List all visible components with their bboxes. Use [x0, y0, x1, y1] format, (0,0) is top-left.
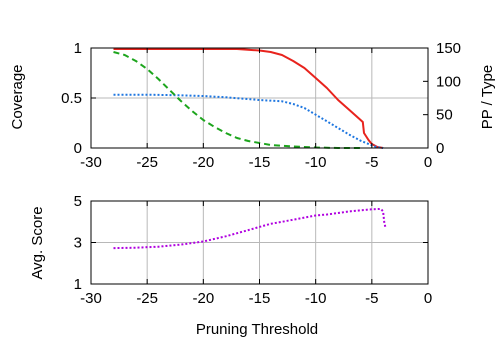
- x-tick-label: -5: [365, 290, 378, 307]
- y-tick-label: 1: [74, 40, 82, 57]
- top-y2-axis-label: PP / Type: [479, 65, 496, 130]
- y-tick-label: 0.5: [61, 90, 82, 107]
- x-tick-label: -5: [365, 154, 378, 171]
- y-tick-label: 5: [74, 193, 82, 210]
- series-line-0: [113, 207, 387, 250]
- x-tick-label: -20: [192, 154, 214, 171]
- x-tick-label: 0: [424, 290, 432, 307]
- y-tick-label: 3: [74, 235, 82, 252]
- bottom-y-axis-label: Avg. Score: [29, 206, 46, 279]
- x-tick-label: 0: [424, 154, 432, 171]
- y-tick-label: 1: [74, 276, 82, 293]
- y2-tick-label: 0: [436, 140, 444, 157]
- x-tick-label: -30: [80, 154, 102, 171]
- series-line-0: [113, 48, 384, 149]
- y2-tick-label: 50: [436, 107, 453, 124]
- x-tick-label: -25: [136, 154, 158, 171]
- series-line-2: [113, 51, 361, 149]
- series-line-1: [113, 93, 384, 149]
- x-tick-label: -10: [305, 290, 327, 307]
- x-tick-label: -25: [136, 290, 158, 307]
- bottom-chart-panel: -30 -25 -20 -15 -10 -5 0 1 3 5: [74, 193, 433, 307]
- x-tick-label: -10: [305, 154, 327, 171]
- y2-tick-label: 100: [436, 73, 461, 90]
- x-tick-label: -15: [249, 154, 271, 171]
- x-tick-label: -20: [192, 290, 214, 307]
- top-y-axis-label: Coverage: [9, 64, 26, 129]
- x-tick-label: -30: [80, 290, 102, 307]
- y-tick-label: 0: [74, 140, 82, 157]
- x-axis-label: Pruning Threshold: [196, 321, 318, 338]
- y2-tick-label: 150: [436, 40, 461, 57]
- x-tick-label: -15: [249, 290, 271, 307]
